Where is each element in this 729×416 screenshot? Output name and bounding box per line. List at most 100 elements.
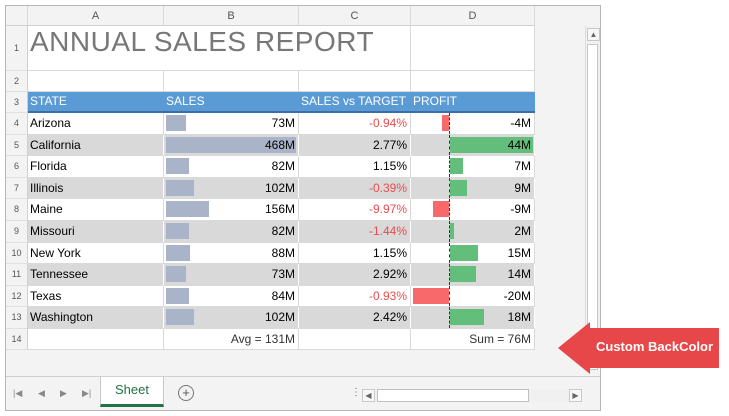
cell-d2[interactable] bbox=[411, 71, 535, 92]
vs-target-cell[interactable]: -0.39% bbox=[299, 177, 411, 200]
row-header-14[interactable]: 14 bbox=[6, 329, 28, 350]
profit-sum[interactable]: Sum = 76M bbox=[411, 329, 535, 350]
state-cell[interactable]: Texas bbox=[28, 285, 164, 308]
row-header-8[interactable]: 8 bbox=[6, 199, 28, 221]
vs-target-cell[interactable]: -1.44% bbox=[299, 221, 411, 243]
row-header-10[interactable]: 10 bbox=[6, 242, 28, 265]
tab-splitter-handle[interactable]: ⋮ bbox=[351, 387, 361, 398]
select-all-corner[interactable] bbox=[6, 6, 28, 26]
row-header-13[interactable]: 13 bbox=[6, 307, 28, 329]
table-row: Florida 82M 1.15% 7M bbox=[28, 156, 535, 178]
scroll-right-icon[interactable]: ▶ bbox=[569, 389, 582, 402]
vs-target-cell[interactable]: 1.15% bbox=[299, 242, 411, 265]
sales-cell[interactable]: 102M bbox=[164, 307, 299, 329]
row-header-4[interactable]: 4 bbox=[6, 113, 28, 135]
state-cell[interactable]: New York bbox=[28, 242, 164, 265]
profit-data-bar bbox=[450, 179, 467, 196]
cell-d1[interactable] bbox=[411, 26, 535, 71]
sales-data-bar bbox=[166, 201, 209, 218]
profit-data-bar bbox=[450, 244, 478, 261]
sales-cell[interactable]: 102M bbox=[164, 177, 299, 200]
column-header-a[interactable]: A bbox=[28, 6, 164, 26]
cell-b2[interactable] bbox=[164, 71, 299, 92]
row-header-7[interactable]: 7 bbox=[6, 177, 28, 200]
vs-target-cell[interactable]: -0.94% bbox=[299, 113, 411, 135]
profit-cell[interactable]: 44M bbox=[411, 134, 535, 157]
profit-data-bar bbox=[433, 201, 449, 218]
sales-cell[interactable]: 82M bbox=[164, 221, 299, 243]
row-header-9[interactable]: 9 bbox=[6, 221, 28, 243]
state-cell[interactable]: Tennessee bbox=[28, 264, 164, 286]
header-state[interactable]: STATE bbox=[28, 92, 164, 113]
vs-target-cell[interactable]: 2.92% bbox=[299, 264, 411, 286]
sales-cell[interactable]: 73M bbox=[164, 264, 299, 286]
sales-cell[interactable]: 82M bbox=[164, 156, 299, 178]
cell-a2[interactable] bbox=[28, 71, 164, 92]
sales-average[interactable]: Avg = 131M bbox=[164, 329, 299, 350]
row-header-12[interactable]: 12 bbox=[6, 285, 28, 308]
row-header-2[interactable]: 2 bbox=[6, 71, 28, 92]
sales-cell[interactable]: 84M bbox=[164, 285, 299, 308]
profit-cell[interactable]: 7M bbox=[411, 156, 535, 178]
profit-cell[interactable]: 9M bbox=[411, 177, 535, 200]
cell-c2[interactable] bbox=[299, 71, 411, 92]
state-cell[interactable]: Illinois bbox=[28, 177, 164, 200]
state-cell[interactable]: California bbox=[28, 134, 164, 157]
profit-cell[interactable]: -4M bbox=[411, 113, 535, 135]
callout-label: Custom BackColor bbox=[596, 339, 714, 354]
vs-target-cell[interactable]: 2.42% bbox=[299, 307, 411, 329]
state-cell[interactable]: Maine bbox=[28, 199, 164, 221]
table-row: California 468M 2.77% 44M bbox=[28, 134, 535, 157]
horizontal-scroll-thumb[interactable] bbox=[377, 389, 529, 402]
profit-cell[interactable]: 2M bbox=[411, 221, 535, 243]
row-header-5[interactable]: 5 bbox=[6, 134, 28, 157]
profit-cell[interactable]: 18M bbox=[411, 307, 535, 329]
profit-value: 2M bbox=[514, 224, 531, 238]
vs-target-cell[interactable]: -9.97% bbox=[299, 199, 411, 221]
profit-cell[interactable]: -9M bbox=[411, 199, 535, 221]
profit-cell[interactable]: 14M bbox=[411, 264, 535, 286]
add-sheet-icon[interactable]: + bbox=[178, 385, 194, 401]
sales-cell[interactable]: 88M bbox=[164, 242, 299, 265]
state-cell[interactable]: Missouri bbox=[28, 221, 164, 243]
sales-data-bar bbox=[166, 158, 189, 175]
cell-a14[interactable] bbox=[28, 329, 164, 350]
column-header-d[interactable]: D bbox=[411, 6, 535, 26]
state-cell[interactable]: Florida bbox=[28, 156, 164, 178]
cell-c14[interactable] bbox=[299, 329, 411, 350]
header-profit[interactable]: PROFIT bbox=[411, 92, 535, 113]
profit-cell[interactable]: 15M bbox=[411, 242, 535, 265]
vs-target-cell[interactable]: -0.93% bbox=[299, 285, 411, 308]
row-header-3[interactable]: 3 bbox=[6, 92, 28, 113]
sales-cell[interactable]: 73M bbox=[164, 113, 299, 135]
vertical-scrollbar[interactable]: ▲ bbox=[585, 26, 600, 370]
scroll-up-icon[interactable]: ▲ bbox=[587, 28, 600, 41]
first-sheet-icon[interactable]: |◀ bbox=[13, 388, 23, 398]
state-cell[interactable]: Washington bbox=[28, 307, 164, 329]
sheet-tab[interactable]: Sheet bbox=[100, 377, 164, 407]
header-vs-target[interactable]: SALES vs TARGET bbox=[299, 92, 411, 113]
vertical-scroll-thumb[interactable] bbox=[587, 44, 598, 370]
horizontal-scrollbar[interactable]: ◀ ▶ bbox=[362, 389, 582, 402]
last-sheet-icon[interactable]: ▶| bbox=[82, 388, 92, 398]
profit-cell[interactable]: -20M bbox=[411, 285, 535, 308]
sales-value: 82M bbox=[271, 224, 295, 238]
profit-value: -9M bbox=[510, 202, 531, 217]
prev-sheet-icon[interactable]: ◀ bbox=[38, 388, 45, 398]
row-header-6[interactable]: 6 bbox=[6, 156, 28, 178]
scroll-left-icon[interactable]: ◀ bbox=[362, 389, 375, 402]
table-row: Illinois 102M -0.39% 9M bbox=[28, 177, 535, 200]
column-header-b[interactable]: B bbox=[164, 6, 299, 26]
state-cell[interactable]: Arizona bbox=[28, 113, 164, 135]
next-sheet-icon[interactable]: ▶ bbox=[60, 388, 67, 398]
sales-cell[interactable]: 156M bbox=[164, 199, 299, 221]
vs-target-cell[interactable]: 2.77% bbox=[299, 134, 411, 157]
sales-cell[interactable]: 468M bbox=[164, 134, 299, 157]
profit-axis-line bbox=[449, 113, 450, 134]
column-header-c[interactable]: C bbox=[299, 6, 411, 26]
vs-target-cell[interactable]: 1.15% bbox=[299, 156, 411, 178]
title-cell[interactable]: ANNUAL SALES REPORT bbox=[28, 26, 411, 71]
header-sales[interactable]: SALES bbox=[164, 92, 299, 113]
row-header-11[interactable]: 11 bbox=[6, 264, 28, 286]
row-header-1[interactable]: 1 bbox=[6, 26, 28, 71]
